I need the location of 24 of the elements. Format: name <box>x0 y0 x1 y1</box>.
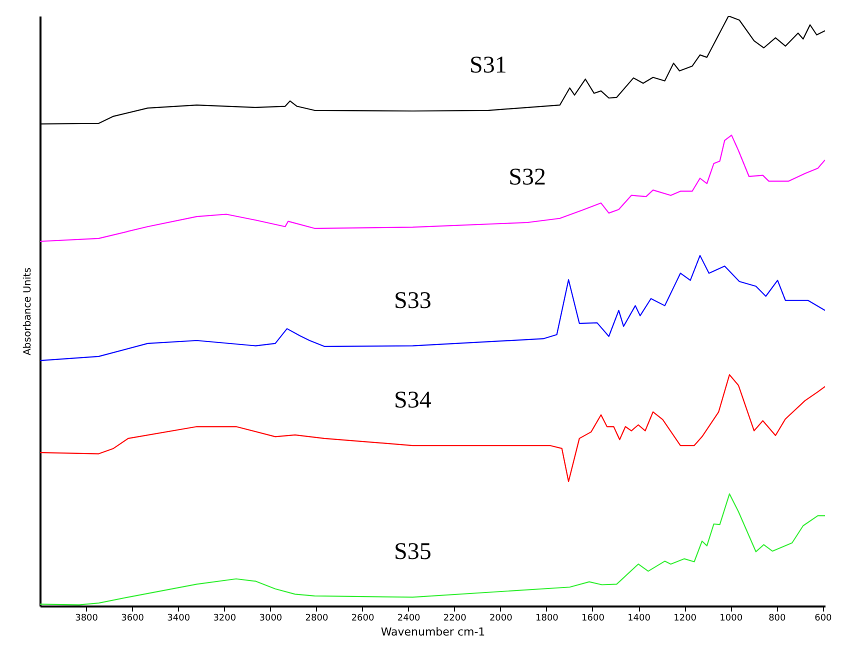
x-tick-label: 3200 <box>213 614 236 624</box>
x-tick-label: 2200 <box>443 614 467 624</box>
x-tick-label: 2800 <box>305 614 328 624</box>
x-tick-label: 2000 <box>489 614 513 624</box>
series-label: S31 <box>470 52 507 78</box>
x-tick-label: 1600 <box>582 614 605 624</box>
x-tick-label: 2400 <box>397 614 421 624</box>
x-tick-label: 2600 <box>351 614 375 624</box>
y-axis-title: Absorbance Units <box>22 268 34 356</box>
x-tick-label: 3400 <box>167 614 190 624</box>
series-label: S32 <box>508 164 546 190</box>
series-label: S33 <box>394 288 432 314</box>
x-tick-label: 800 <box>768 614 786 624</box>
x-tick-label: 1200 <box>674 614 697 624</box>
x-axis-title: Wavenumber cm-1 <box>380 626 486 638</box>
series-label: S35 <box>394 539 432 566</box>
x-tick-label: 600 <box>814 614 832 624</box>
series-label: S34 <box>394 388 432 414</box>
x-tick-label: 1400 <box>628 614 651 624</box>
x-tick-label: 1000 <box>720 614 743 624</box>
x-tick-label: 3600 <box>121 614 144 624</box>
x-tick-label: 1800 <box>536 614 559 624</box>
x-tick-label: 3000 <box>259 614 282 624</box>
x-tick-label: 3800 <box>75 614 98 624</box>
